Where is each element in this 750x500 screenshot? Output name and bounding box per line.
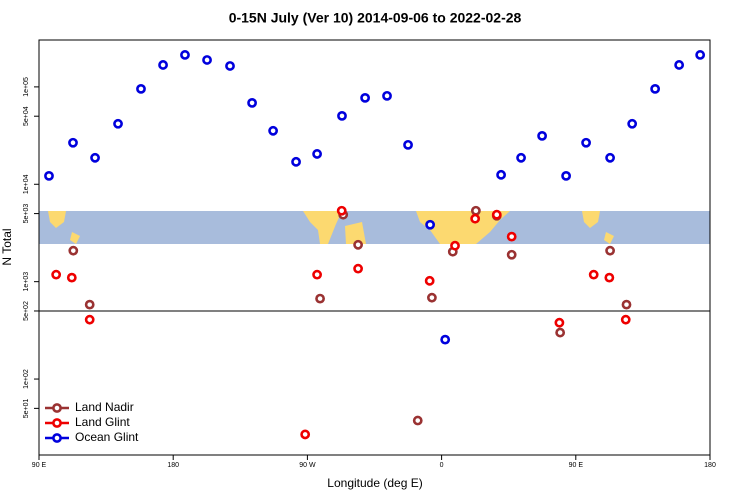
point xyxy=(202,55,212,65)
point xyxy=(555,327,566,338)
point xyxy=(180,50,190,60)
legend-label: Ocean Glint xyxy=(75,430,139,444)
point xyxy=(674,60,685,70)
point xyxy=(268,125,279,136)
chart-title: 0-15N July (Ver 10) 2014-09-06 to 2022-0… xyxy=(229,10,522,26)
y-tick-label: 5e+04 xyxy=(23,106,30,126)
point xyxy=(506,249,517,260)
y-tick-label: 5e+02 xyxy=(23,301,30,321)
x-tick-label: 180 xyxy=(167,462,179,469)
point xyxy=(412,415,423,426)
point xyxy=(84,314,95,325)
point xyxy=(554,317,565,328)
point xyxy=(68,137,78,148)
y-tick-label: 1e+04 xyxy=(23,174,30,194)
y-tick-label: 1e+05 xyxy=(23,77,30,97)
point xyxy=(470,213,481,224)
point xyxy=(496,169,506,180)
point xyxy=(424,275,435,286)
point xyxy=(312,149,322,159)
point xyxy=(353,263,363,274)
point xyxy=(620,314,631,325)
point xyxy=(66,272,77,283)
point xyxy=(537,130,548,141)
point xyxy=(450,240,460,251)
point xyxy=(136,83,146,94)
point xyxy=(403,139,413,150)
point xyxy=(360,92,371,103)
point xyxy=(561,170,572,181)
legend-label: Land Nadir xyxy=(75,400,134,414)
point xyxy=(291,156,301,167)
legend-label: Land Glint xyxy=(75,415,130,429)
y-tick-label: 1e+02 xyxy=(23,369,30,389)
legend-marker xyxy=(52,418,62,428)
point xyxy=(353,239,363,250)
x-axis-label: Longitude (deg E) xyxy=(327,476,422,490)
point xyxy=(650,83,661,94)
plot-frame xyxy=(38,39,711,456)
y-tick-label: 5e+01 xyxy=(23,398,30,418)
point xyxy=(44,170,54,181)
point xyxy=(84,299,95,310)
point xyxy=(470,205,481,216)
y-tick-label: 5e+03 xyxy=(23,204,30,224)
legend-marker xyxy=(52,433,62,443)
point xyxy=(315,293,325,304)
point xyxy=(336,205,347,216)
point xyxy=(300,429,311,440)
point xyxy=(312,269,322,280)
point xyxy=(605,245,615,256)
point xyxy=(440,334,451,345)
point xyxy=(247,97,257,108)
x-tick-label: 0 xyxy=(440,462,444,469)
point xyxy=(695,50,706,60)
point xyxy=(621,299,632,310)
point xyxy=(51,269,62,280)
point xyxy=(425,219,436,230)
point xyxy=(382,90,392,101)
point xyxy=(516,152,526,163)
x-tick-label: 90 W xyxy=(299,462,316,469)
point xyxy=(337,110,347,121)
point xyxy=(604,272,615,283)
point xyxy=(588,269,599,280)
point xyxy=(113,118,123,129)
x-tick-label: 90 E xyxy=(32,462,47,469)
point xyxy=(506,231,517,242)
x-tick-label: 90 E xyxy=(569,462,584,469)
point xyxy=(90,152,100,163)
point xyxy=(605,152,615,163)
point xyxy=(225,61,235,71)
x-tick-label: 180 xyxy=(704,462,716,469)
y-tick-label: 1e+03 xyxy=(23,272,30,292)
point xyxy=(427,292,437,303)
y-axis-label: N Total xyxy=(0,228,14,265)
point xyxy=(491,209,502,220)
legend-marker xyxy=(52,403,62,413)
point xyxy=(158,60,168,70)
map-strip xyxy=(39,211,710,244)
point xyxy=(581,137,591,148)
point xyxy=(627,118,638,129)
point xyxy=(68,245,79,256)
